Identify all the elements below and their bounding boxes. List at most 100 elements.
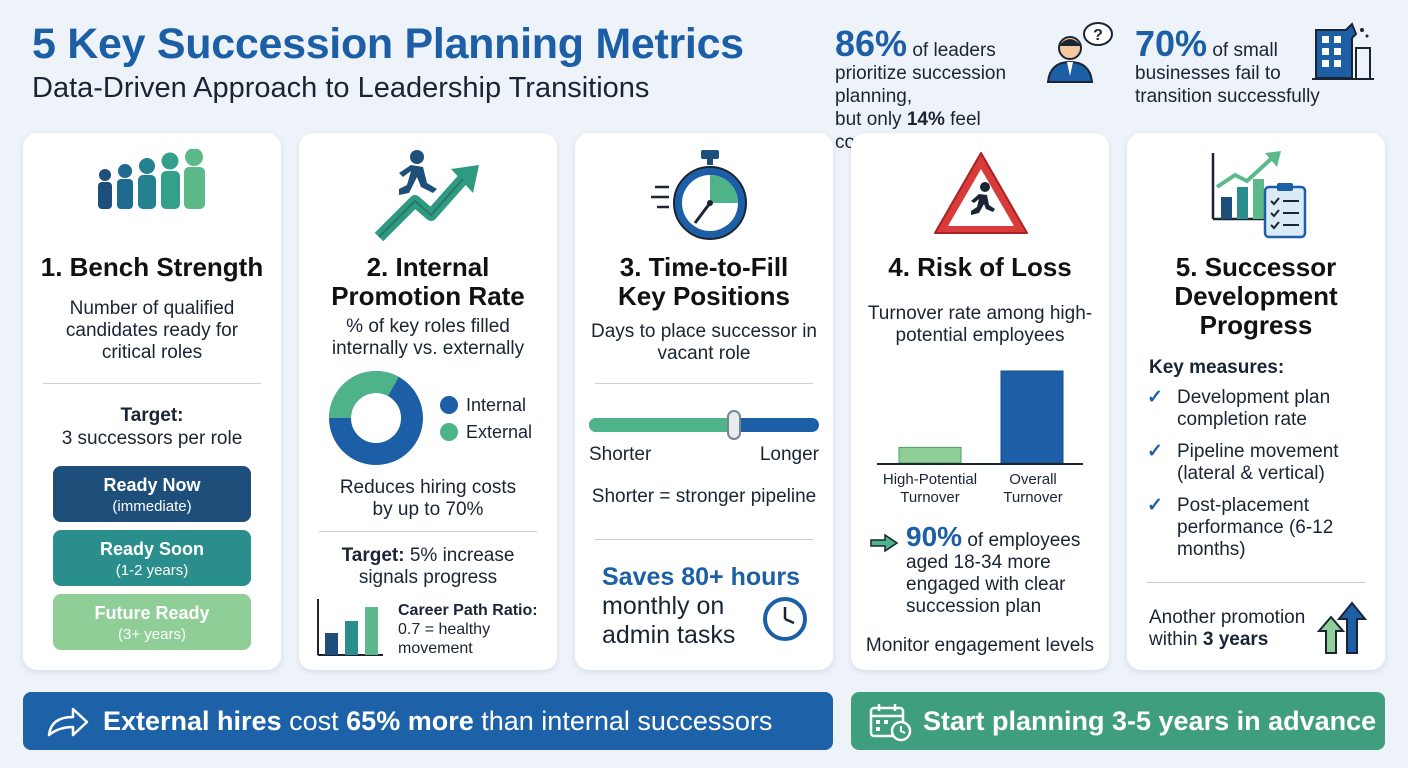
stat-business-line1: of small — [1212, 40, 1278, 61]
development-title-line3: Progress — [1199, 310, 1313, 340]
timefill-slider-handle — [726, 410, 741, 440]
card-successor-development: 5. Successor Development Progress Key me… — [1127, 133, 1385, 670]
measure-item: ✓ Development plan completion rate — [1147, 387, 1375, 431]
engagement-detail: of employees aged 18-34 more engaged wit… — [906, 530, 1081, 617]
legend-internal: Internal — [440, 395, 526, 416]
legend-internal-label: Internal — [466, 395, 527, 415]
footer-external-hires: External hires — [103, 706, 282, 736]
bar-label-overall: Overall Turnover — [1003, 471, 1063, 506]
svg-text:?: ? — [1093, 27, 1103, 44]
career-ratio-value: 0.7 = healthy movement — [398, 621, 491, 657]
risk-description: Turnover rate among high-potential emplo… — [867, 303, 1093, 346]
promotion-donut — [329, 371, 423, 465]
stat-business-percent: 70% — [1135, 23, 1208, 64]
promotion-target-value: 5% increase signals progress — [358, 545, 515, 588]
footer-cost-text: External hires cost 65% more than intern… — [103, 706, 772, 737]
divider — [319, 531, 537, 532]
promotion-note: Reduces hiring costs by up to 70% — [339, 477, 517, 520]
checkmark-icon: ✓ — [1147, 387, 1163, 408]
legend-internal-dot — [440, 396, 458, 414]
share-arrow-icon — [47, 707, 89, 737]
measure-text: Development plan completion rate — [1177, 387, 1331, 430]
stat-small-business: 70% of small businesses fail to transiti… — [1135, 26, 1345, 108]
risk-title: 4. Risk of Loss — [888, 252, 1072, 282]
career-bar-chart-icon — [317, 599, 383, 656]
bar-high-potential-turnover — [898, 446, 962, 464]
promotion-title-line1: 2. Internal — [366, 252, 490, 282]
bar-overall-turnover — [1000, 370, 1064, 464]
measure-item: ✓ Pipeline movement (lateral & vertical) — [1147, 441, 1375, 485]
footer-planning-banner: Start planning 3-5 years in advance — [851, 692, 1385, 750]
checkmark-icon: ✓ — [1147, 495, 1163, 516]
people-growth-icon — [98, 149, 205, 209]
level-title: Future Ready — [94, 603, 210, 623]
promotion-target-label: Target: — [341, 545, 405, 566]
card-time-to-fill: 3. Time-to-Fill Key Positions Days to pl… — [575, 133, 833, 670]
savings-detail: monthly on admin tasks — [602, 592, 735, 650]
footer-cost-percent: 65% more — [346, 706, 474, 736]
stat-leaders-confident-percent: 14% — [906, 109, 945, 130]
card-risk-of-loss: 4. Risk of Loss Turnover rate among high… — [851, 133, 1109, 670]
stat-leaders-line3-pre: but only — [835, 109, 902, 130]
promotion-description: % of key roles filled internally vs. ext… — [331, 316, 525, 359]
timefill-title-line2: Key Positions — [618, 281, 790, 311]
slider-note: Shorter = stronger pipeline — [591, 486, 817, 507]
stat-leaders-line1: of leaders — [912, 40, 996, 61]
level-sub: (1-2 years) — [115, 562, 189, 579]
savings-line2: monthly on — [602, 592, 725, 620]
clock-icon — [763, 597, 807, 641]
confused-leader-icon: ? — [1046, 22, 1113, 83]
level-sub: (immediate) — [112, 498, 192, 515]
footer-planning-text: Start planning 3-5 years in advance — [923, 706, 1377, 736]
level-ready-soon: Ready Soon (1-2 years) — [53, 530, 251, 586]
level-title: Ready Now — [103, 475, 201, 495]
timefill-description: Days to place successor in vacant role — [591, 321, 817, 364]
level-title: Ready Soon — [99, 539, 205, 559]
divider — [595, 383, 813, 384]
footer-cost-banner: External hires cost 65% more than intern… — [23, 692, 833, 750]
measure-item: ✓ Post-placement performance (6-12 months… — [1147, 495, 1375, 561]
timefill-slider-fill — [589, 418, 734, 432]
divider — [595, 539, 813, 540]
development-title-line2: Development — [1174, 281, 1338, 311]
warning-runner-icon — [934, 152, 1028, 234]
bench-description: Number of qualified candidates ready for… — [65, 298, 239, 363]
savings-line3: admin tasks — [602, 621, 736, 649]
bar-label-high-potential: High-Potential Turnover — [882, 471, 978, 506]
level-future-ready: Future Ready (3+ years) — [53, 594, 251, 650]
promo-text: Another promotion within — [1149, 607, 1306, 650]
checkmark-icon: ✓ — [1147, 441, 1163, 462]
turnover-bar-chart — [877, 370, 1083, 465]
engagement-stat: 90% of employees aged 18-34 more engaged… — [906, 523, 1101, 618]
legend-external-dot — [440, 423, 458, 441]
legend-external: External — [440, 422, 532, 443]
development-title-line1: 5. Successor — [1175, 252, 1337, 282]
stat-business-line3: transition successfully — [1135, 86, 1320, 107]
savings-headline: Saves 80+ hours — [602, 563, 801, 591]
engagement-percent: 90% — [906, 521, 963, 552]
slider-label-longer: Longer — [759, 444, 819, 465]
page-title: 5 Key Succession Planning Metrics — [32, 20, 744, 68]
stat-business-line2: businesses fail to — [1135, 63, 1281, 84]
bench-target-value: 3 successors per role — [61, 428, 243, 449]
level-sub: (3+ years) — [118, 626, 186, 643]
card-internal-promotion: 2. Internal Promotion Rate % of key role… — [299, 133, 557, 670]
slider-label-shorter: Shorter — [589, 444, 652, 465]
promotion-target: Target: 5% increase signals progress — [335, 545, 521, 589]
climbing-arrow-icon — [375, 150, 479, 241]
donut-external-slice — [329, 371, 423, 465]
key-measures-label: Key measures: — [1149, 357, 1285, 378]
stat-leaders-line2: prioritize succession planning, — [835, 63, 1007, 107]
timefill-slider-track — [589, 418, 819, 432]
timefill-title-line1: 3. Time-to-Fill — [619, 252, 789, 282]
calendar-clock-icon — [869, 704, 912, 742]
career-ratio-label: Career Path Ratio: — [398, 602, 538, 619]
stopwatch-icon — [651, 150, 747, 240]
divider — [43, 383, 261, 384]
level-ready-now: Ready Now (immediate) — [53, 466, 251, 522]
card-bench-strength: 1. Bench Strength Number of qualified ca… — [23, 133, 281, 670]
divider — [1147, 582, 1365, 583]
stat-leaders-percent: 86% — [835, 23, 908, 64]
footer-cost-word: cost — [289, 706, 339, 736]
page-subtitle: Data-Driven Approach to Leadership Trans… — [32, 72, 650, 104]
